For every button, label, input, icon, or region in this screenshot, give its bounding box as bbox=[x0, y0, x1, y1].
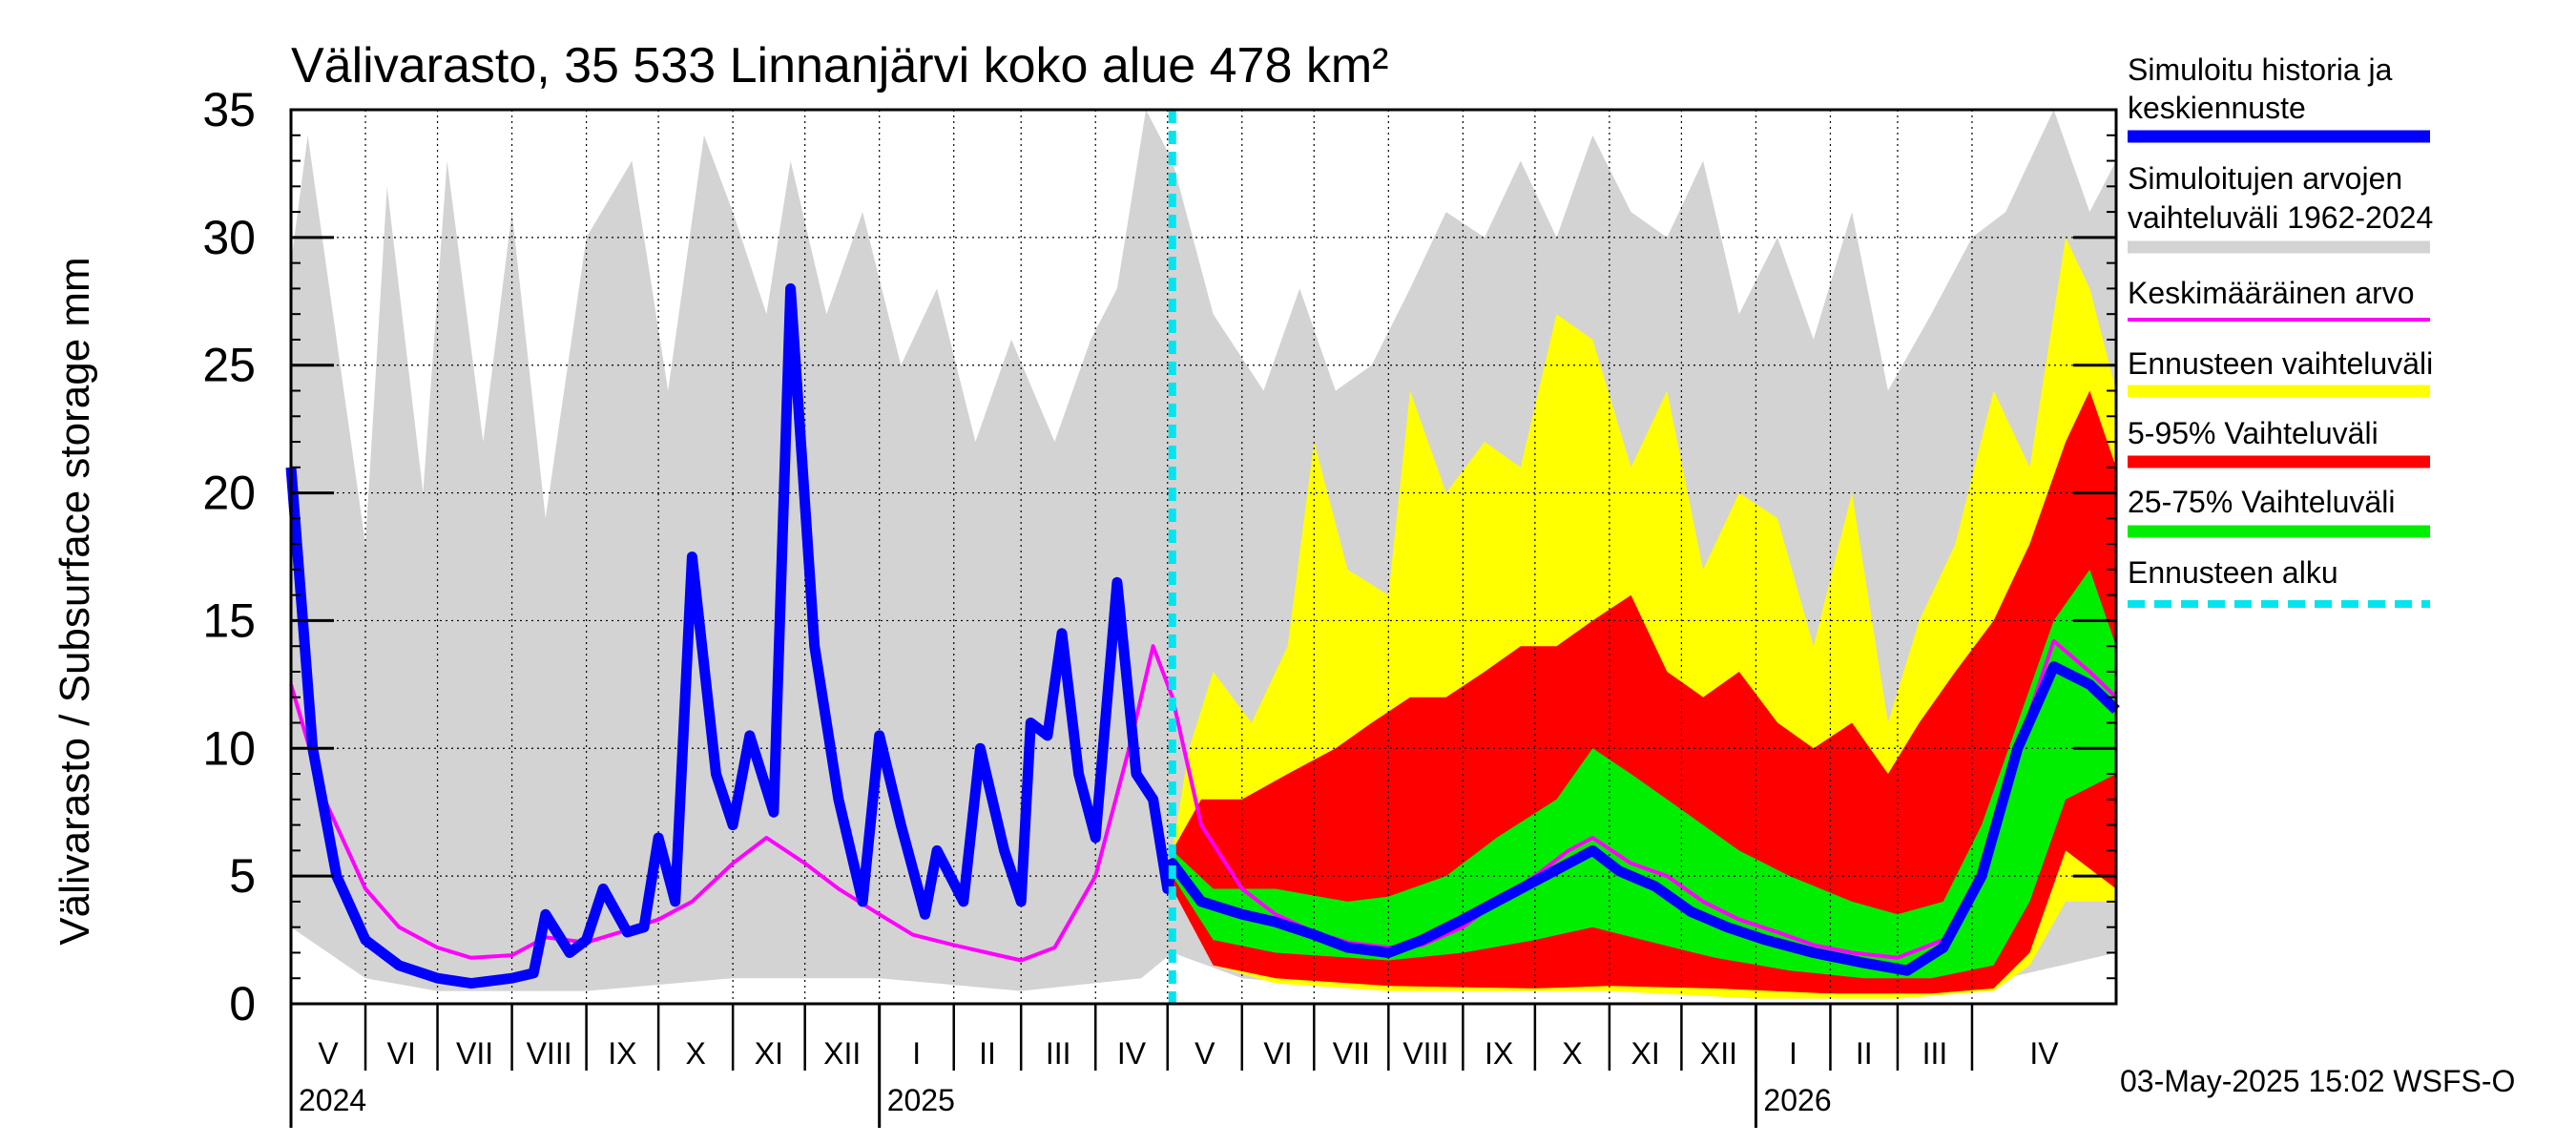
month-label: XII bbox=[1700, 1036, 1737, 1071]
band-2 bbox=[1172, 390, 2116, 994]
month-label: VI bbox=[1263, 1036, 1292, 1071]
y-tick-label-20: 20 bbox=[202, 467, 256, 520]
legend-label-history-1: Simuloitu historia ja bbox=[2128, 52, 2393, 87]
y-tick-label-35: 35 bbox=[202, 83, 256, 136]
chart-title: Välivarasto, 35 533 Linnanjärvi koko alu… bbox=[291, 38, 1388, 94]
legend-label-history-2: keskiennuste bbox=[2128, 91, 2306, 125]
year-label: 2024 bbox=[299, 1083, 366, 1117]
x-axis-months: V VI VII VIII IX X XI XII I II III IV V VI VII VIII IX X X… bbox=[289, 1004, 2059, 1128]
legend-label-range-1: Simuloitujen arvojen bbox=[2128, 161, 2402, 196]
month-label: I bbox=[1789, 1036, 1797, 1071]
y-tick-label-10: 10 bbox=[202, 721, 256, 775]
legend-label-range-2: vaihteluväli 1962-2024 bbox=[2128, 200, 2433, 235]
month-label: II bbox=[979, 1036, 996, 1071]
month-label: VIII bbox=[527, 1036, 572, 1071]
month-label: V bbox=[318, 1036, 339, 1071]
legend-label-5-95: 5-95% Vaihteluväli bbox=[2128, 416, 2379, 450]
y-axis-ticks: 0 5 10 15 20 25 30 35 bbox=[202, 83, 2116, 1030]
month-label: III bbox=[1922, 1036, 1948, 1071]
month-label: VIII bbox=[1402, 1036, 1448, 1071]
year-label: 2026 bbox=[1763, 1083, 1831, 1117]
month-label: V bbox=[1195, 1036, 1215, 1071]
y-tick-label-5: 5 bbox=[229, 849, 256, 903]
month-label: XI bbox=[755, 1036, 783, 1071]
legend-label-forecast-start: Ennusteen alku bbox=[2128, 555, 2338, 590]
month-label: I bbox=[912, 1036, 921, 1071]
month-label: II bbox=[1856, 1036, 1873, 1071]
plot-area bbox=[285, 108, 2120, 1006]
legend-label-25-75: 25-75% Vaihteluväli bbox=[2128, 485, 2395, 519]
month-label: IV bbox=[2029, 1036, 2059, 1071]
y-axis-label: Välivarasto / Subsurface storage mm bbox=[52, 257, 98, 945]
y-tick-label-0: 0 bbox=[229, 977, 256, 1030]
legend-label-forecast-range: Ennusteen vaihteluväli bbox=[2128, 346, 2433, 381]
month-label: VII bbox=[456, 1036, 493, 1071]
month-label: X bbox=[685, 1036, 705, 1071]
y-tick-label-15: 15 bbox=[202, 593, 256, 647]
y-tick-label-30: 30 bbox=[202, 211, 256, 264]
month-label: XI bbox=[1631, 1036, 1660, 1071]
month-label: III bbox=[1046, 1036, 1071, 1071]
month-label: XII bbox=[823, 1036, 861, 1071]
series-line-1 bbox=[285, 282, 2120, 989]
year-label: 2025 bbox=[887, 1083, 955, 1117]
timestamp-footer: 03-May-2025 15:02 WSFS-O bbox=[2120, 1064, 2515, 1098]
month-label: IX bbox=[1485, 1036, 1513, 1071]
month-label: IX bbox=[608, 1036, 636, 1071]
month-label: IV bbox=[1117, 1036, 1147, 1071]
legend: Simuloitu historia ja keskiennuste Simul… bbox=[2128, 52, 2433, 608]
band-3 bbox=[1172, 569, 2116, 979]
month-label: VII bbox=[1333, 1036, 1370, 1071]
legend-label-mean: Keskimääräinen arvo bbox=[2128, 276, 2415, 310]
series-line-0 bbox=[289, 638, 2118, 963]
plot-frame bbox=[289, 108, 2118, 1006]
month-label: X bbox=[1562, 1036, 1582, 1071]
y-tick-label-25: 25 bbox=[202, 339, 256, 392]
month-label: VI bbox=[387, 1036, 416, 1071]
